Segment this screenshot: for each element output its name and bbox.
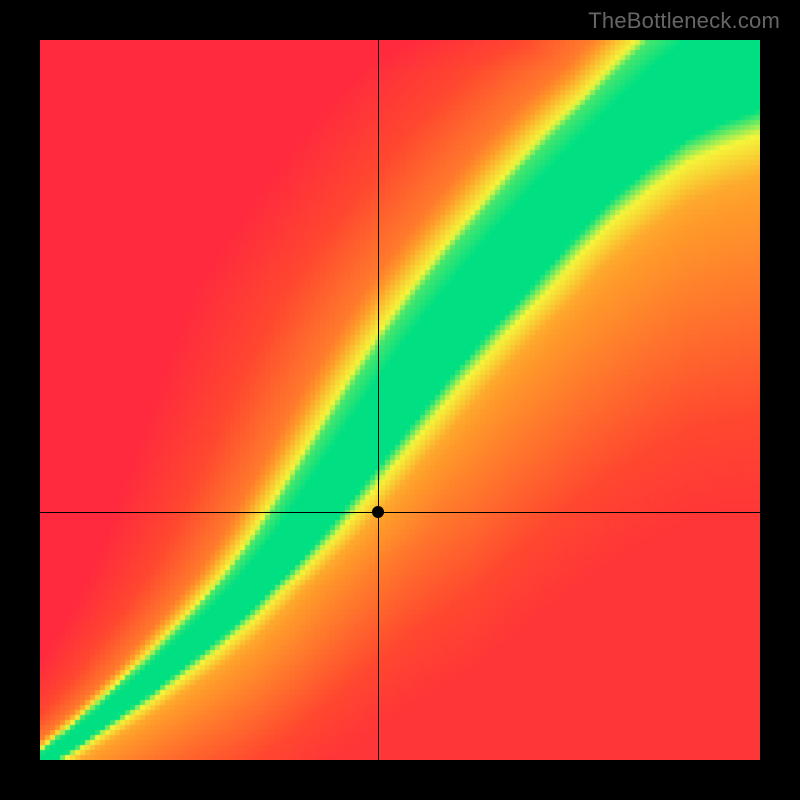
crosshair-horizontal-line xyxy=(40,512,760,513)
chart-container: TheBottleneck.com xyxy=(0,0,800,800)
crosshair-marker[interactable] xyxy=(372,506,384,518)
heatmap-canvas xyxy=(40,40,760,760)
crosshair-vertical-line xyxy=(378,40,379,760)
watermark-text: TheBottleneck.com xyxy=(588,8,780,34)
heatmap-plot-area[interactable] xyxy=(40,40,760,760)
